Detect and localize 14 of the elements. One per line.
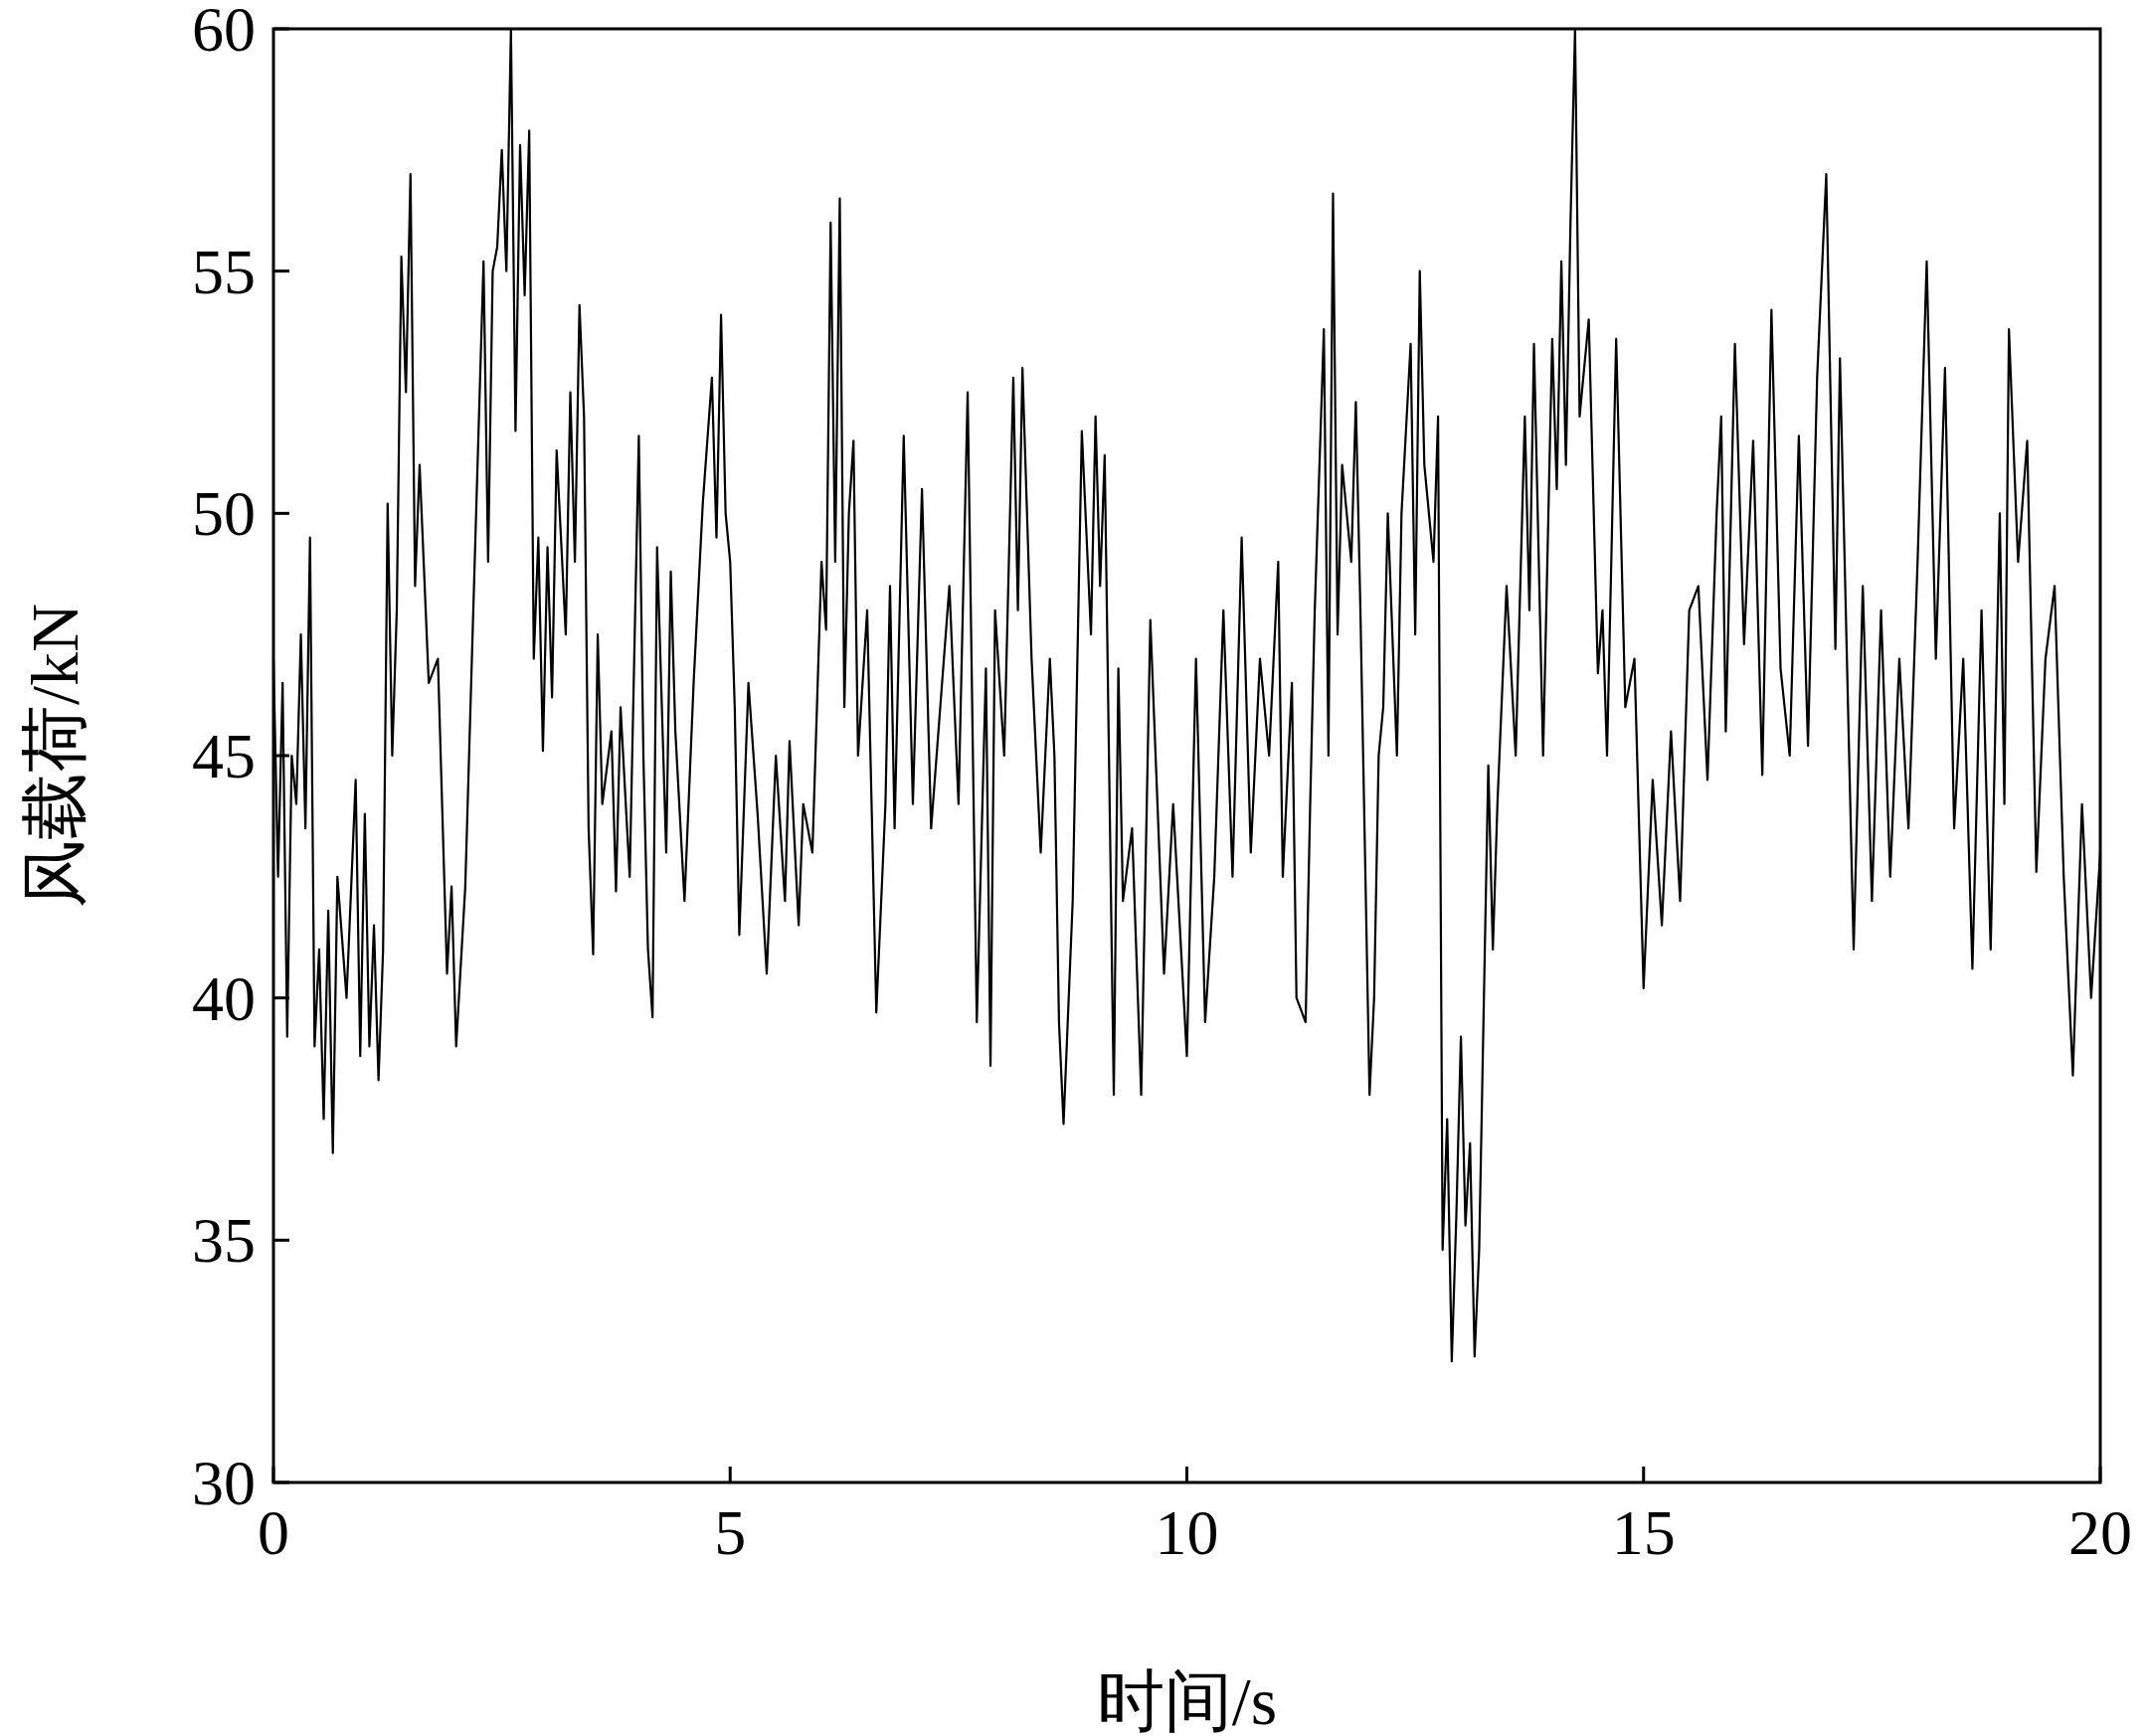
- y-tick-label: 60: [192, 0, 256, 65]
- x-tick-label: 5: [714, 1497, 747, 1568]
- x-tick-label: 15: [1611, 1497, 1676, 1568]
- y-tick-label: 55: [192, 236, 256, 307]
- y-tick-label: 50: [192, 478, 256, 550]
- y-tick-label: 40: [192, 962, 256, 1034]
- y-tick-label: 30: [192, 1448, 256, 1518]
- x-tick-label: 20: [2068, 1497, 2132, 1568]
- x-axis-title: 时间/s: [1096, 1663, 1278, 1736]
- x-tick-label: 0: [258, 1497, 289, 1568]
- y-tick-label: 35: [192, 1205, 256, 1277]
- y-tick-label: 45: [192, 721, 256, 791]
- x-tick-label: 10: [1155, 1497, 1219, 1568]
- y-axis-title: 风载荷/kN: [17, 604, 92, 908]
